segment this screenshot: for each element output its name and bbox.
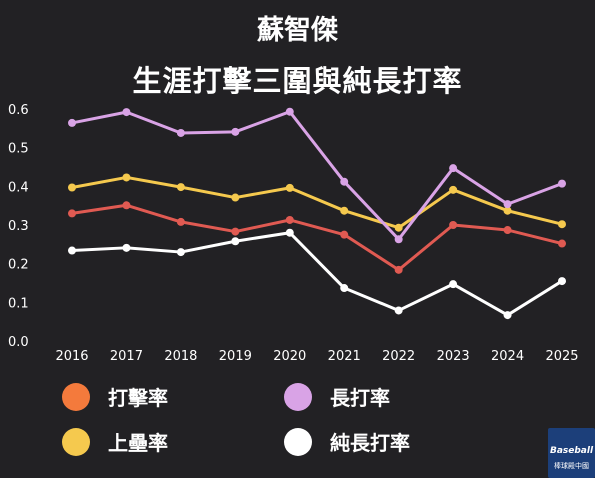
data-point	[394, 265, 403, 274]
data-point	[122, 201, 131, 210]
baseball-logo: Baseball 棒球殿中國	[548, 428, 595, 478]
data-point	[176, 217, 185, 226]
legend-label-on-base: 上壘率	[108, 431, 168, 455]
data-point	[231, 237, 240, 246]
data-point	[340, 206, 349, 215]
data-point	[231, 127, 240, 136]
data-point	[558, 220, 566, 229]
data-point	[449, 185, 458, 194]
legend-swatch-isolated-power	[284, 427, 312, 456]
data-point	[394, 235, 403, 244]
series-line-0	[71, 203, 563, 272]
x-tick-label: 2021	[328, 349, 361, 364]
legend-label-batting-average: 打擊率	[108, 386, 168, 410]
data-point	[285, 228, 294, 237]
data-point	[340, 177, 349, 186]
data-point	[558, 277, 566, 286]
data-point	[122, 173, 131, 182]
chart-title: 蘇智傑	[257, 15, 338, 46]
y-tick-label: 0.3	[8, 219, 29, 234]
y-tick-label: 0.2	[8, 258, 29, 273]
legend-item-isolated-power: 純長打率	[284, 427, 410, 456]
data-point	[340, 230, 349, 239]
logo-subtext: 棒球殿中國	[554, 462, 589, 470]
data-point	[449, 164, 458, 173]
data-point	[231, 193, 240, 202]
data-point	[122, 108, 131, 117]
data-point	[285, 107, 294, 116]
data-point	[285, 215, 294, 224]
x-tick-label: 2019	[219, 349, 252, 364]
data-point	[176, 128, 185, 137]
data-point	[394, 223, 403, 232]
x-tick-label: 2025	[545, 349, 578, 364]
series-line-3	[71, 231, 563, 317]
data-point	[231, 227, 240, 236]
x-tick-label: 2017	[110, 349, 143, 364]
y-tick-label: 0.0	[8, 335, 29, 350]
logo-text: Baseball	[549, 446, 594, 456]
y-tick-label: 0.4	[8, 180, 29, 195]
data-point	[68, 209, 76, 218]
data-point	[122, 243, 131, 252]
data-point	[449, 280, 458, 289]
y-tick-label: 0.5	[8, 142, 29, 157]
y-tick-label: 0.6	[8, 103, 29, 118]
data-point	[558, 179, 566, 188]
data-point	[394, 306, 403, 315]
data-point	[176, 183, 185, 192]
data-point	[68, 183, 76, 192]
legend-label-slugging: 長打率	[330, 386, 390, 410]
legend-label-isolated-power: 純長打率	[330, 431, 410, 455]
data-point	[176, 248, 185, 257]
legend-item-on-base: 上壘率	[62, 427, 168, 456]
x-tick-label: 2018	[164, 349, 197, 364]
legend-swatch-slugging	[284, 382, 312, 411]
legend-item-batting-average: 打擊率	[62, 382, 168, 411]
x-tick-label: 2016	[55, 349, 88, 364]
data-point	[285, 183, 294, 192]
legend-swatch-on-base	[62, 427, 90, 456]
data-point	[503, 311, 512, 320]
series-line-1	[71, 175, 563, 230]
data-point	[68, 118, 76, 127]
x-tick-label: 2024	[491, 349, 524, 364]
x-tick-label: 2023	[437, 349, 470, 364]
data-point	[503, 200, 512, 209]
chart-subtitle: 生涯打擊三圍與純長打率	[132, 64, 463, 98]
data-point	[503, 206, 512, 215]
x-tick-label: 2022	[382, 349, 415, 364]
legend-swatch-batting-average	[62, 382, 90, 411]
x-tick-label: 2020	[273, 349, 306, 364]
data-point	[68, 246, 76, 255]
series-line-2	[71, 110, 563, 241]
data-point	[340, 284, 349, 293]
data-point	[558, 239, 566, 248]
legend-item-slugging: 長打率	[284, 382, 390, 411]
y-tick-label: 0.1	[8, 296, 29, 311]
data-point	[503, 226, 512, 235]
data-point	[449, 221, 458, 229]
